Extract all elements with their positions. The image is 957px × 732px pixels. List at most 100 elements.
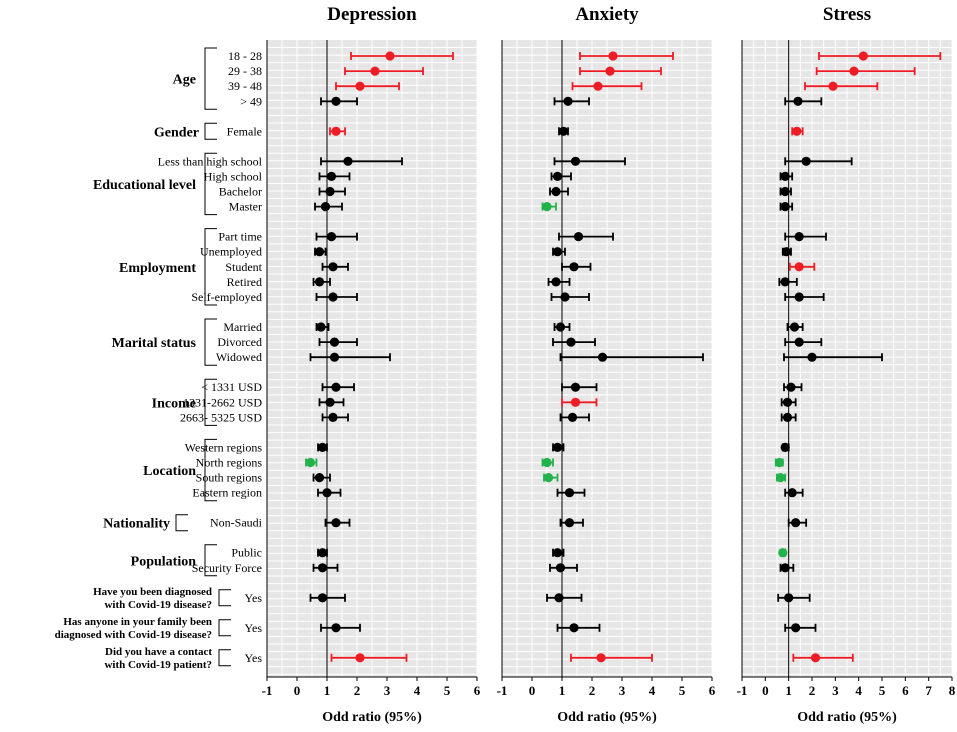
group-label: Employment — [119, 261, 196, 276]
x-tick-label: -1 — [737, 683, 748, 698]
odds-ratio-point — [593, 81, 603, 91]
odds-ratio-point — [780, 442, 790, 452]
odds-ratio-point — [554, 593, 564, 603]
x-tick-label: 0 — [294, 683, 301, 698]
row-label: Security Force — [192, 561, 262, 575]
odds-ratio-point — [325, 186, 335, 197]
row-label: Part time — [218, 230, 262, 244]
odds-ratio-point — [569, 262, 579, 272]
odds-ratio-point — [320, 202, 331, 212]
odds-ratio-point — [782, 397, 793, 407]
odds-ratio-point — [794, 337, 804, 347]
odds-ratio-point — [810, 653, 821, 663]
odds-ratio-point — [542, 202, 552, 212]
odds-ratio-point — [794, 232, 804, 242]
odds-ratio-point — [551, 186, 561, 197]
odds-ratio-point — [316, 322, 326, 332]
odds-ratio-point — [782, 412, 793, 422]
panel-title: Anxiety — [575, 4, 639, 25]
odds-ratio-point — [786, 382, 796, 392]
odds-ratio-point — [801, 156, 811, 166]
group-bracket — [175, 514, 188, 532]
x-tick-label: 2 — [589, 683, 596, 698]
odds-ratio-point — [560, 292, 570, 302]
row-label: 29 - 38 — [228, 64, 262, 78]
odds-ratio-point — [314, 247, 325, 257]
odds-ratio-point — [564, 488, 575, 498]
odds-ratio-point — [322, 488, 332, 498]
odds-ratio-point — [328, 412, 338, 422]
x-tick-label: 1 — [559, 683, 566, 698]
odds-ratio-point — [794, 292, 804, 302]
odds-ratio-point — [331, 96, 341, 106]
x-axis-label: Odd ratio (95%) — [797, 710, 897, 725]
odds-ratio-point — [314, 277, 325, 287]
odds-ratio-point — [552, 247, 563, 257]
odds-ratio-point — [542, 457, 552, 468]
x-tick-label: 3 — [619, 683, 626, 698]
odds-ratio-point — [355, 81, 365, 91]
row-label: Master — [229, 200, 262, 214]
row-label: Yes — [245, 621, 263, 635]
odds-ratio-point — [543, 473, 554, 483]
group-label: Marital status — [112, 336, 197, 351]
row-label: South regions — [196, 471, 263, 485]
group-bracket — [218, 619, 231, 637]
odds-ratio-point — [385, 51, 395, 61]
group-label: Nationality — [103, 517, 170, 532]
odds-ratio-point — [563, 96, 573, 106]
odds-ratio-point — [807, 352, 817, 362]
odds-ratio-point — [564, 518, 575, 528]
x-tick-label: 4 — [649, 683, 656, 698]
x-tick-label: 0 — [762, 683, 769, 698]
panel-title: Depression — [327, 4, 417, 25]
row-label: Less than high school — [158, 154, 263, 168]
group-label: Gender — [154, 125, 199, 140]
group-label: with Covid-19 disease? — [104, 599, 212, 611]
odds-ratio-point — [329, 337, 340, 347]
odds-ratio-point — [775, 473, 786, 483]
group-label: with Covid-19 patient? — [104, 659, 212, 671]
x-tick-label: 6 — [902, 683, 909, 698]
odds-ratio-point — [317, 593, 328, 603]
odds-ratio-point — [331, 126, 341, 136]
odds-ratio-point — [552, 442, 563, 452]
odds-ratio-point — [570, 397, 581, 407]
odds-ratio-point — [317, 548, 328, 558]
odds-ratio-point — [331, 382, 341, 392]
x-tick-label: 8 — [949, 683, 956, 698]
odds-ratio-point — [331, 518, 341, 528]
odds-ratio-point — [605, 66, 615, 76]
row-label: > 49 — [240, 94, 262, 108]
odds-ratio-point — [787, 488, 797, 498]
group-bracket — [204, 438, 217, 502]
row-label: North regions — [196, 456, 263, 470]
row-label: Unemployed — [200, 245, 262, 259]
group-bracket — [204, 47, 217, 110]
odds-ratio-point — [551, 277, 561, 287]
x-tick-label: 3 — [384, 683, 391, 698]
odds-ratio-point — [566, 337, 576, 347]
odds-ratio-point — [558, 126, 569, 136]
group-label: Did you have a contact — [105, 646, 212, 658]
group-bracket — [204, 318, 217, 366]
odds-ratio-point — [570, 156, 581, 166]
group-bracket — [218, 589, 231, 607]
odds-ratio-point — [555, 322, 566, 332]
x-tick-label: 5 — [879, 683, 886, 698]
odds-ratio-point — [326, 232, 337, 242]
odds-ratio-point — [791, 623, 801, 633]
row-label: Western regions — [185, 440, 263, 454]
group-label: Population — [131, 554, 197, 569]
row-label: High school — [204, 169, 263, 183]
group-label: Age — [173, 73, 196, 88]
row-label: 1331-2662 USD — [183, 395, 262, 409]
row-label: Self-employed — [191, 290, 262, 304]
row-label: 18 - 28 — [228, 49, 262, 63]
odds-ratio-point — [343, 156, 353, 166]
odds-ratio-point — [780, 186, 790, 197]
row-label: Retired — [227, 275, 262, 289]
odds-ratio-point — [780, 171, 790, 181]
group-label: diagnosed with Covid-19 disease? — [55, 629, 212, 641]
